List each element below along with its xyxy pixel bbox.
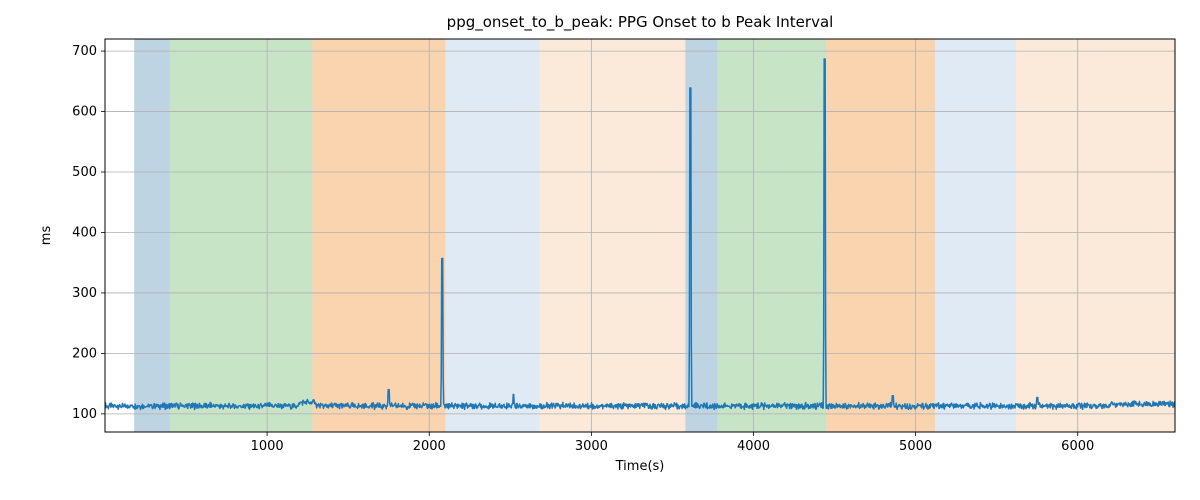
ytick-label: 400 (72, 225, 97, 240)
band-4 (539, 39, 685, 432)
band-0 (134, 39, 170, 432)
band-7 (826, 39, 935, 432)
ytick-label: 700 (72, 44, 97, 59)
ytick-label: 300 (72, 286, 97, 301)
ytick-label: 600 (72, 105, 97, 120)
y-axis-label: ms (39, 226, 54, 246)
xtick-label: 1000 (251, 439, 284, 454)
band-6 (718, 39, 827, 432)
band-3 (445, 39, 539, 432)
xtick-label: 2000 (413, 439, 446, 454)
x-axis-label: Time(s) (615, 459, 665, 474)
band-2 (313, 39, 446, 432)
ytick-label: 200 (72, 346, 97, 361)
xtick-label: 6000 (1061, 439, 1094, 454)
xtick-label: 3000 (575, 439, 608, 454)
band-8 (935, 39, 1016, 432)
chart-container: 1000 2000 3000 4000 5000 6000 100 200 300 400 500 6… (0, 0, 1200, 500)
xtick-label: 4000 (737, 439, 770, 454)
band-1 (170, 39, 313, 432)
band-9 (1016, 39, 1175, 432)
ytick-label: 100 (72, 407, 97, 422)
chart-svg: 1000 2000 3000 4000 5000 6000 100 200 300 400 500 6… (0, 0, 1200, 500)
chart-title: ppg_onset_to_b_peak: PPG Onset to b Peak… (447, 13, 834, 32)
xtick-label: 5000 (899, 439, 932, 454)
ytick-label: 500 (72, 165, 97, 180)
background-bands (134, 39, 1175, 432)
